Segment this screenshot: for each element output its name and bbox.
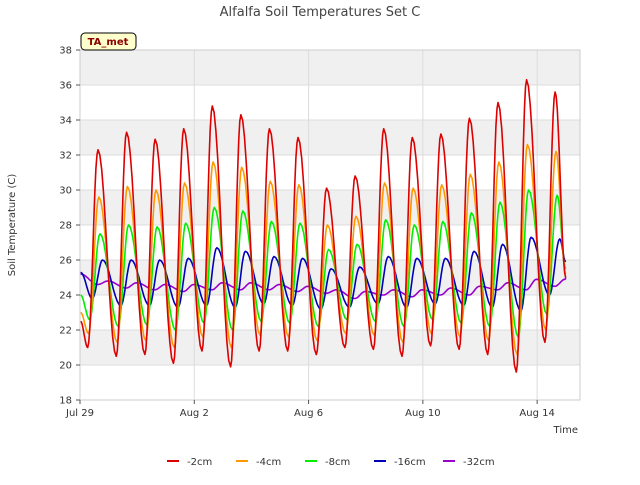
- y-tick-label: 38: [59, 46, 72, 57]
- x-tick-label: Aug 10: [405, 408, 440, 419]
- x-tick-label: Aug 6: [294, 408, 323, 419]
- axes: 18 20 22 24 26 28 30 32 34 36 38 Jul 29 Aug 2 Aug 6 Au…: [59, 46, 581, 419]
- x-tick-label: Aug 14: [519, 408, 554, 419]
- background-band: [80, 50, 580, 85]
- legend: -2cm -4cm -8cm -16cm -32cm: [167, 457, 495, 468]
- series-line-minus-2cm: [80, 79, 567, 373]
- y-tick-label: 32: [59, 151, 72, 162]
- chart-title: Alfalfa Soil Temperatures Set C: [220, 5, 421, 20]
- y-tick-label: 22: [59, 326, 72, 337]
- station-label: TA_met: [88, 37, 129, 48]
- y-tick-label: 34: [59, 116, 72, 127]
- y-tick-label: 26: [59, 256, 72, 267]
- background-band: [80, 330, 580, 365]
- legend-label: -16cm: [394, 457, 426, 468]
- y-tick-label: 36: [59, 81, 72, 92]
- x-tick-label: Aug 2: [180, 408, 209, 419]
- series-layer: [80, 79, 567, 373]
- y-tick-label: 24: [59, 291, 72, 302]
- y-tick-label: 20: [59, 361, 72, 372]
- legend-label: -4cm: [256, 457, 281, 468]
- x-tick-label: Jul 29: [65, 408, 94, 419]
- legend-label: -32cm: [463, 457, 495, 468]
- y-axis-title: Soil Temperature (C): [7, 174, 18, 277]
- y-tick-label: 30: [59, 186, 72, 197]
- series-line-minus-32cm: [80, 273, 567, 300]
- legend-label: -2cm: [187, 457, 212, 468]
- y-tick-label: 18: [59, 396, 72, 407]
- station-label-box: TA_met: [80, 32, 137, 51]
- x-axis-title: Time: [553, 425, 578, 436]
- legend-label: -8cm: [325, 457, 350, 468]
- series-line-minus-16cm: [80, 236, 567, 312]
- background-band: [80, 120, 580, 155]
- y-tick-label: 28: [59, 221, 72, 232]
